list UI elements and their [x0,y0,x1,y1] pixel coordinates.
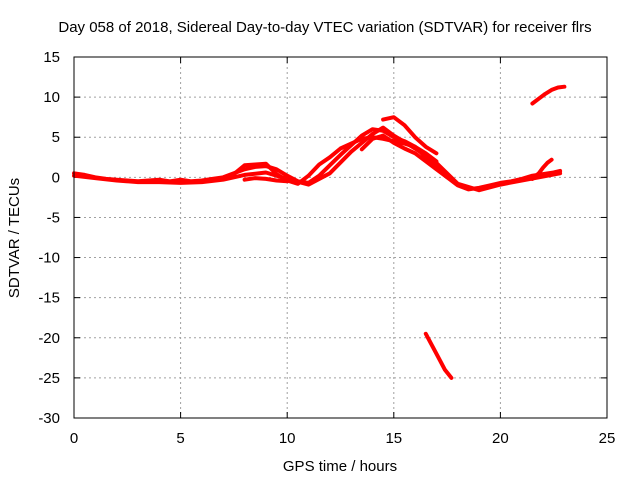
y-tick-label: 10 [43,89,60,106]
series-line-track-f [381,115,439,156]
series-line-track-g [530,157,554,181]
x-tick-label: 25 [599,430,616,447]
x-tick-label: 5 [176,430,184,447]
series-line-track-b [72,125,563,193]
series-line-track-a [72,127,563,192]
y-tick-label: -25 [38,370,60,387]
y-tick-label: -5 [47,209,60,226]
series-layer [72,84,567,380]
x-tick-label: 10 [279,430,296,447]
y-tick-label: 15 [43,49,60,66]
series-line-track-h [530,84,567,106]
y-tick-label: 5 [52,129,60,146]
x-tick-label: 15 [385,430,402,447]
y-tick-label: -20 [38,330,60,347]
x-tick-labels: 0 5 10 15 20 25 [70,430,616,447]
y-axis-label: SDTVAR / TECUs [6,178,23,298]
y-tick-label: -30 [38,410,60,427]
x-tick-label: 0 [70,430,78,447]
y-tick-label: 0 [52,169,60,186]
series-line-track-i [423,331,454,380]
series-line-track-c [231,135,439,186]
y-tick-label: -15 [38,290,60,307]
x-axis-label: GPS time / hours [283,458,397,475]
series-line-track-e [242,176,290,184]
plot-frame [73,56,608,419]
grid [73,56,608,419]
x-tick-label: 20 [492,430,509,447]
chart-title: Day 058 of 2018, Sidereal Day-to-day VTE… [58,19,591,36]
y-tick-labels: 15 10 5 0 -5 -10 -15 -20 -25 -30 [38,49,60,427]
y-tick-label: -10 [38,250,60,267]
series-line-track-d [359,133,450,180]
ticks [73,56,608,419]
